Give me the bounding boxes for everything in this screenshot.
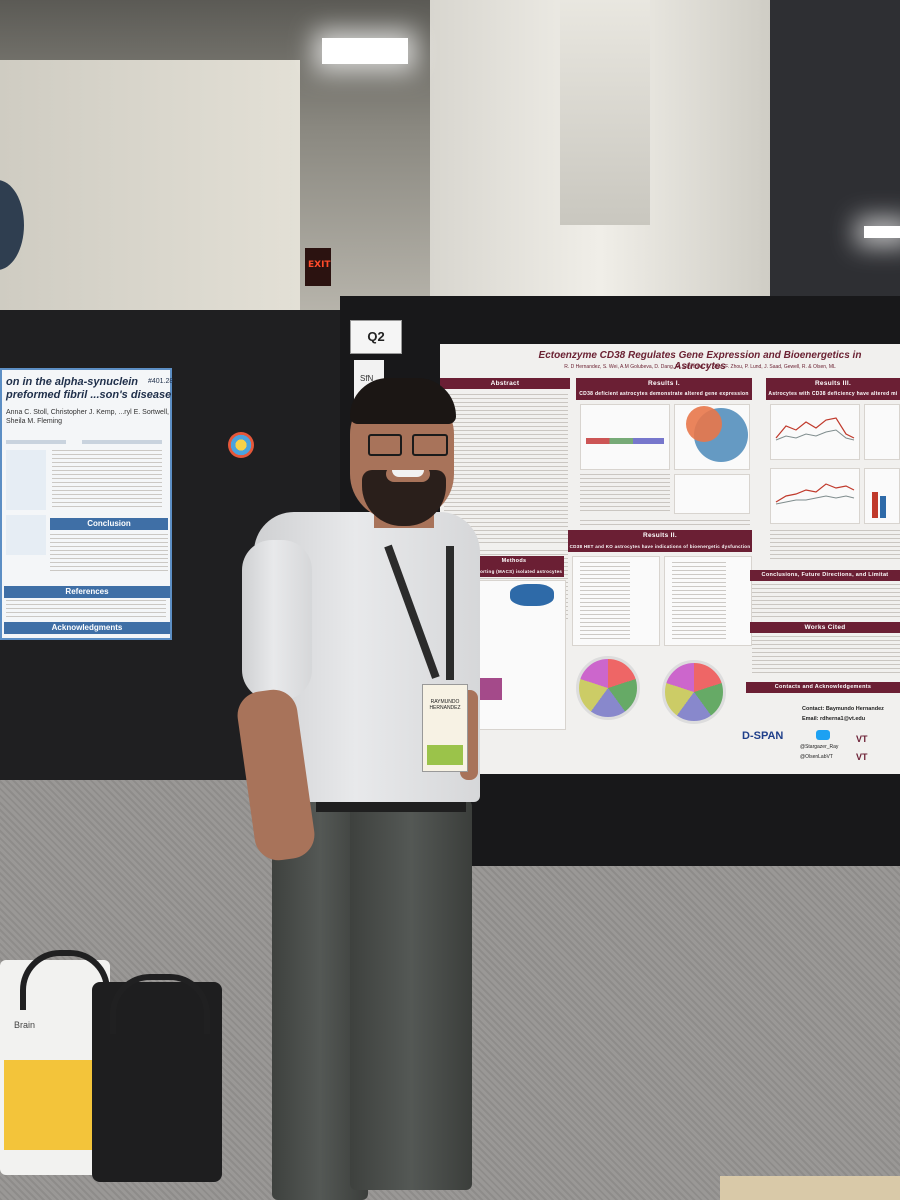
line-series-1 xyxy=(775,417,855,439)
results1-caption xyxy=(580,520,750,526)
bar-red xyxy=(872,492,878,518)
line-plot-2-svg xyxy=(775,483,855,505)
contact-email: Email: rdherna1@vt.edu xyxy=(802,716,866,722)
ceiling-light-right xyxy=(864,226,900,238)
tote-bag-yellow-print xyxy=(4,1060,104,1150)
left-poster-table xyxy=(52,450,162,510)
person-teeth xyxy=(392,470,424,477)
vt-logo-2: VT xyxy=(856,752,868,762)
left-poster-text xyxy=(82,440,162,444)
results2-header: Results II. xyxy=(568,530,752,541)
left-poster: on in the alpha-synuclein preformed fibr… xyxy=(0,368,174,640)
line-series-3 xyxy=(775,483,855,503)
results2-subheader: CD38 HET and KO astrocytes have indicati… xyxy=(568,541,752,552)
exit-sign-text: EXIT xyxy=(308,260,331,270)
left-poster-conclusion-header: Conclusion xyxy=(50,518,168,530)
contacts-header: Contacts and Acknowledgements xyxy=(746,682,900,693)
line-plot-1-svg xyxy=(775,417,855,441)
results3-header: Results III. xyxy=(766,378,900,389)
methods-subheader: Cell Sorting (MACS) isolated astrocytes xyxy=(464,566,564,577)
venn-circle-orange xyxy=(686,406,722,442)
back-wall xyxy=(0,60,300,320)
methods-figure-blob xyxy=(510,584,554,606)
conclusions-text xyxy=(752,584,900,618)
circos-plot-left xyxy=(576,656,640,720)
ceiling-light xyxy=(322,38,408,64)
works-cited-text xyxy=(752,636,900,676)
dark-ceiling-area xyxy=(770,0,900,300)
left-poster-references-text xyxy=(6,600,166,618)
results3-bar-plot-1 xyxy=(864,404,900,460)
main-poster: Ectoenzyme CD38 Regulates Gene Expressio… xyxy=(440,344,900,774)
left-poster-acknowledgments-header: Acknowledgments xyxy=(4,622,170,634)
badge-name: RAYMUNDO HERNANDEZ xyxy=(429,699,461,711)
left-poster-figure-2 xyxy=(6,515,46,555)
person-left-sleeve xyxy=(242,540,312,700)
person-right-leg xyxy=(350,800,472,1190)
table-edge xyxy=(720,1176,900,1200)
lanyard-right xyxy=(446,546,454,680)
results2-bars-a xyxy=(580,562,630,640)
left-poster-number: #401.28 xyxy=(148,378,174,385)
twitter-icon xyxy=(816,730,830,740)
abstract-header: Abstract xyxy=(440,378,570,389)
dspan-logo: D-SPAN xyxy=(742,730,784,742)
results3-text xyxy=(770,530,900,560)
left-poster-figure xyxy=(6,450,46,510)
conclusions-header: Conclusions, Future Directions, and Limi… xyxy=(750,570,900,581)
line-series-4 xyxy=(775,495,855,505)
beam-column xyxy=(560,0,650,225)
results1-header: Results I. xyxy=(576,378,752,389)
left-poster-references-header: References xyxy=(4,586,170,598)
left-poster-authors: Anna C. Stoll, Christopher J. Kemp, ...r… xyxy=(6,409,170,425)
circos-plot-right xyxy=(662,660,726,724)
sfn-tag-text: SfN xyxy=(360,374,374,383)
poster-title: Ectoenzyme CD38 Regulates Gene Expressio… xyxy=(538,350,862,372)
results1-subheader: CD38 deficient astrocytes demonstrate al… xyxy=(576,389,752,400)
left-poster-title: on in the alpha-synuclein preformed fibr… xyxy=(6,376,172,401)
results3-subheader: Astrocytes with CD38 deficiency have alt… xyxy=(766,389,900,400)
glasses-left-lens xyxy=(368,434,402,456)
results1-volcano-plot xyxy=(580,404,670,470)
methods-heatmap xyxy=(480,678,502,700)
twitter-handle-2: @OlsenLabVT xyxy=(800,754,833,760)
vt-logo: VT xyxy=(856,734,868,744)
board-label: Q2 xyxy=(350,320,402,354)
name-badge: RAYMUNDO HERNANDEZ xyxy=(422,684,468,772)
results2-bars-b xyxy=(672,562,726,640)
badge-green-strip xyxy=(427,745,463,765)
tote-bag-text: Brain xyxy=(14,1020,36,1030)
bar-blue xyxy=(880,496,886,518)
glasses-right-lens xyxy=(412,434,448,456)
sticker-badge xyxy=(228,432,254,458)
exit-sign: EXIT xyxy=(305,248,331,286)
poster-authors: R. D Hernandez, S. Wei, A.M Golubeva, D.… xyxy=(564,364,836,370)
results1-plot-band xyxy=(586,438,664,444)
line-series-2 xyxy=(775,429,855,441)
twitter-handle-1: @Stargazer_Ray xyxy=(800,744,839,750)
white-bag-handle xyxy=(20,950,110,1010)
works-cited-header: Works Cited xyxy=(750,622,900,633)
left-poster-text xyxy=(6,440,66,444)
results1-table xyxy=(674,474,750,514)
results1-text xyxy=(580,474,670,514)
contact-name: Contact: Baymundo Hernandez xyxy=(802,706,884,712)
left-poster-conclusion-text xyxy=(50,534,168,574)
methods-header: Methods xyxy=(464,556,564,567)
black-bag-handle xyxy=(110,974,210,1034)
person-hair xyxy=(350,378,456,424)
abstract-text xyxy=(444,394,568,544)
